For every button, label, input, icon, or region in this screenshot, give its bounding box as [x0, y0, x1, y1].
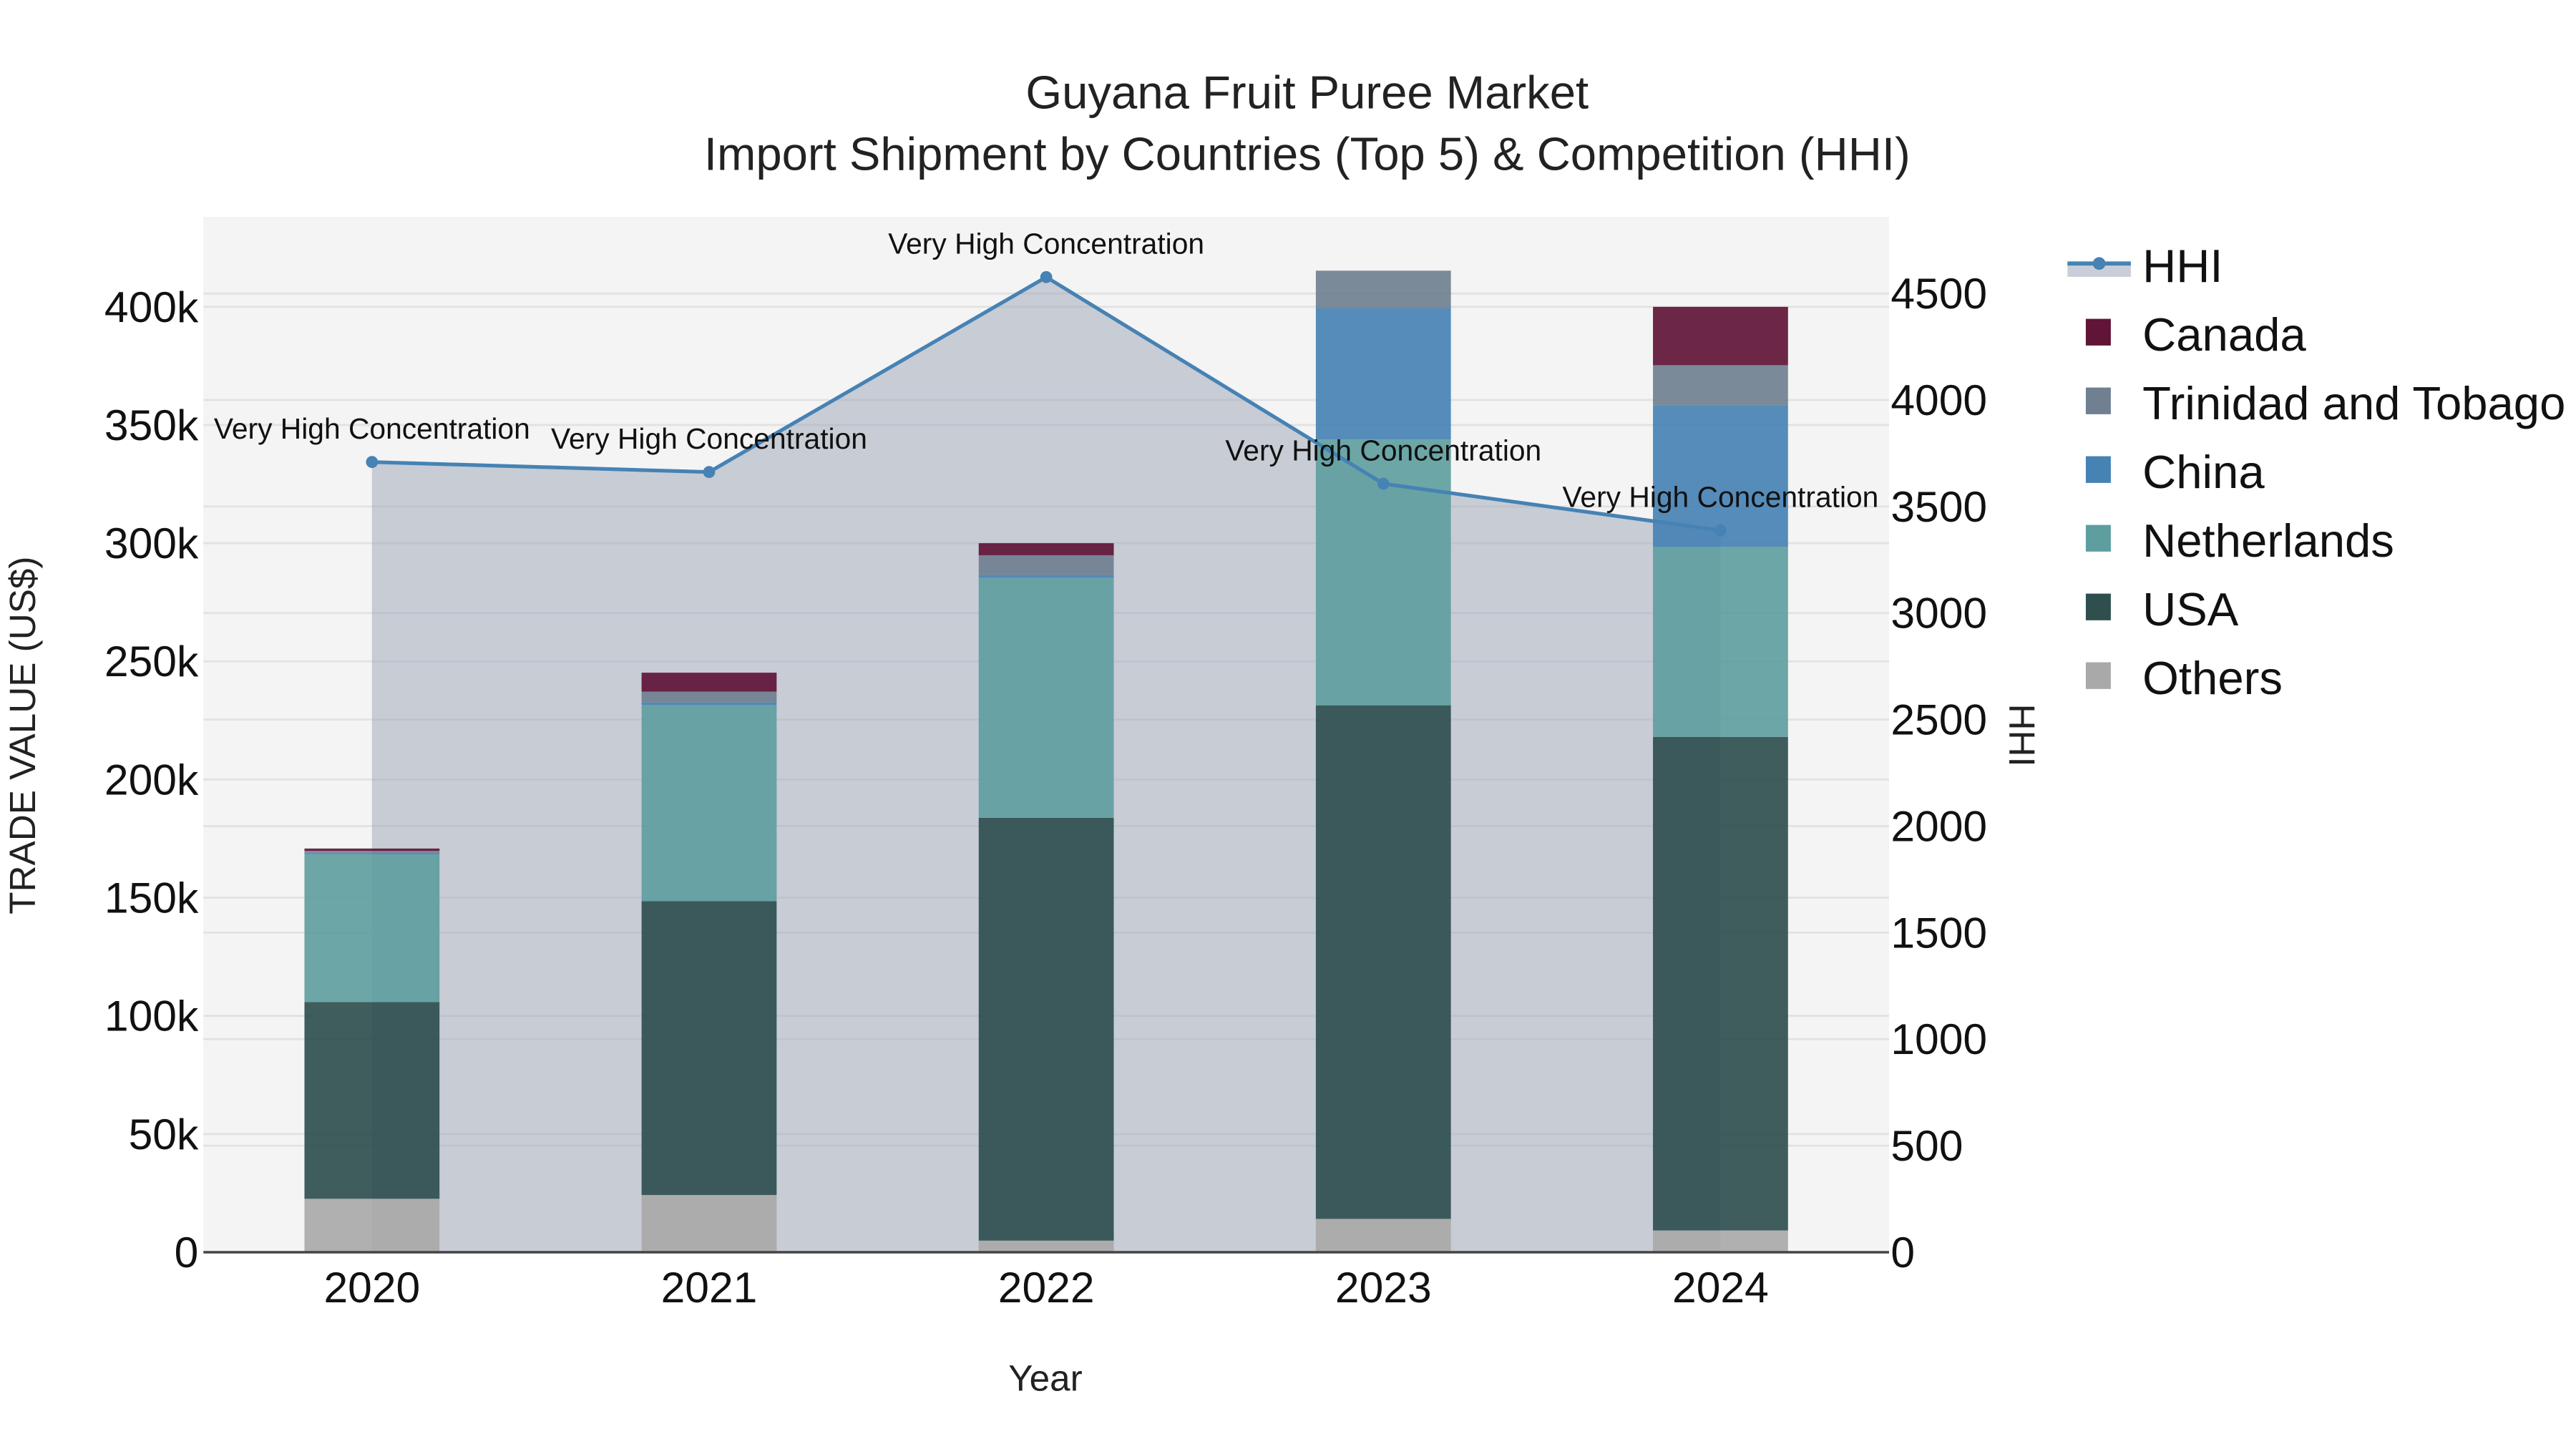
svg-text:Very High Concentration: Very High Concentration: [888, 228, 1204, 260]
svg-text:0: 0: [175, 1228, 199, 1277]
bar-segment: [304, 1002, 440, 1199]
bar-segment: [304, 851, 440, 853]
legend-item[interactable]: USA: [2142, 583, 2239, 635]
y-axis-ticks: 0 50k 100k 150k 200k 250k 300k 350k 400k: [104, 283, 199, 1277]
bars: [304, 270, 1788, 1252]
bar-segment: [641, 901, 777, 1196]
svg-text:1000: 1000: [1890, 1015, 1987, 1063]
bar-segment: [641, 673, 777, 692]
svg-text:150k: 150k: [104, 874, 199, 922]
chart-title: Guyana Fruit Puree Market: [1025, 67, 1589, 119]
x-axis-title: Year: [1008, 1357, 1083, 1398]
bar-segment: [1315, 308, 1451, 440]
svg-text:Very High Concentration: Very High Concentration: [551, 422, 867, 455]
bar-segment: [1315, 270, 1451, 308]
svg-text:2023: 2023: [1335, 1263, 1432, 1312]
svg-text:50k: 50k: [129, 1110, 199, 1158]
svg-text:2000: 2000: [1890, 801, 1987, 850]
svg-text:500: 500: [1890, 1121, 1963, 1170]
svg-text:2024: 2024: [1672, 1263, 1769, 1312]
bar-segment: [978, 575, 1114, 578]
legend-item[interactable]: Netherlands: [2142, 514, 2394, 567]
svg-text:3500: 3500: [1890, 482, 1987, 531]
svg-text:350k: 350k: [104, 401, 199, 449]
bar-segment: [641, 702, 777, 706]
legend-item[interactable]: China: [2142, 446, 2265, 498]
legend: HHI Canada Trinidad and Tobago China Netherl…: [2067, 240, 2565, 704]
bar-segment: [1315, 705, 1451, 1219]
bar-segment: [1653, 736, 1788, 1231]
bar-segment: [1315, 1219, 1451, 1252]
y2-axis-ticks: 0 500 1000 1500 2000 2500 3000 3500 4000 4500: [1890, 269, 1987, 1277]
svg-text:400k: 400k: [104, 283, 199, 331]
svg-text:1500: 1500: [1890, 908, 1987, 957]
bar-segment: [304, 852, 440, 854]
bar-segment: [304, 848, 440, 852]
svg-text:3000: 3000: [1890, 589, 1987, 638]
svg-text:250k: 250k: [104, 637, 199, 686]
svg-text:2500: 2500: [1890, 696, 1987, 744]
y-axis-title: TRADE VALUE (US$): [2, 557, 43, 914]
bar-segment: [1653, 365, 1788, 406]
legend-item[interactable]: Trinidad and Tobago: [2142, 377, 2565, 429]
svg-text:4000: 4000: [1890, 376, 1987, 424]
bar-segment: [978, 577, 1114, 818]
bar-segment: [304, 1199, 440, 1252]
bar-segment: [978, 1240, 1114, 1252]
x-axis-ticks: 2020 2021 2022 2023 2024: [323, 1263, 1768, 1312]
bar-segment: [641, 691, 777, 703]
svg-text:Very High Concentration: Very High Concentration: [1562, 481, 1878, 514]
svg-text:0: 0: [1890, 1228, 1915, 1277]
svg-text:2022: 2022: [998, 1263, 1095, 1312]
legend-item[interactable]: Others: [2142, 652, 2283, 704]
svg-text:Very High Concentration: Very High Concentration: [1225, 434, 1541, 467]
svg-text:100k: 100k: [104, 992, 199, 1040]
bar-segment: [304, 854, 440, 1002]
hhi-annotations: Very High Concentration Very High Concent…: [214, 228, 1878, 514]
legend-item[interactable]: HHI: [2142, 240, 2223, 292]
bar-segment: [1653, 547, 1788, 737]
chart-subtitle: Import Shipment by Countries (Top 5) & C…: [704, 128, 1911, 180]
hhi-line: [366, 270, 1727, 537]
legend-item[interactable]: Canada: [2142, 308, 2306, 361]
bar-segment: [978, 543, 1114, 555]
svg-text:2020: 2020: [323, 1263, 420, 1312]
svg-text:4500: 4500: [1890, 269, 1987, 318]
bar-segment: [978, 817, 1114, 1241]
bar-segment: [1653, 306, 1788, 366]
svg-text:Very High Concentration: Very High Concentration: [214, 412, 530, 445]
svg-text:200k: 200k: [104, 755, 199, 804]
bar-segment: [1653, 1230, 1788, 1252]
svg-text:300k: 300k: [104, 519, 199, 567]
svg-text:2021: 2021: [661, 1263, 758, 1312]
bar-segment: [641, 1195, 777, 1252]
bar-segment: [641, 705, 777, 902]
bar-segment: [978, 555, 1114, 575]
y2-axis-title: HHI: [2001, 704, 2042, 767]
